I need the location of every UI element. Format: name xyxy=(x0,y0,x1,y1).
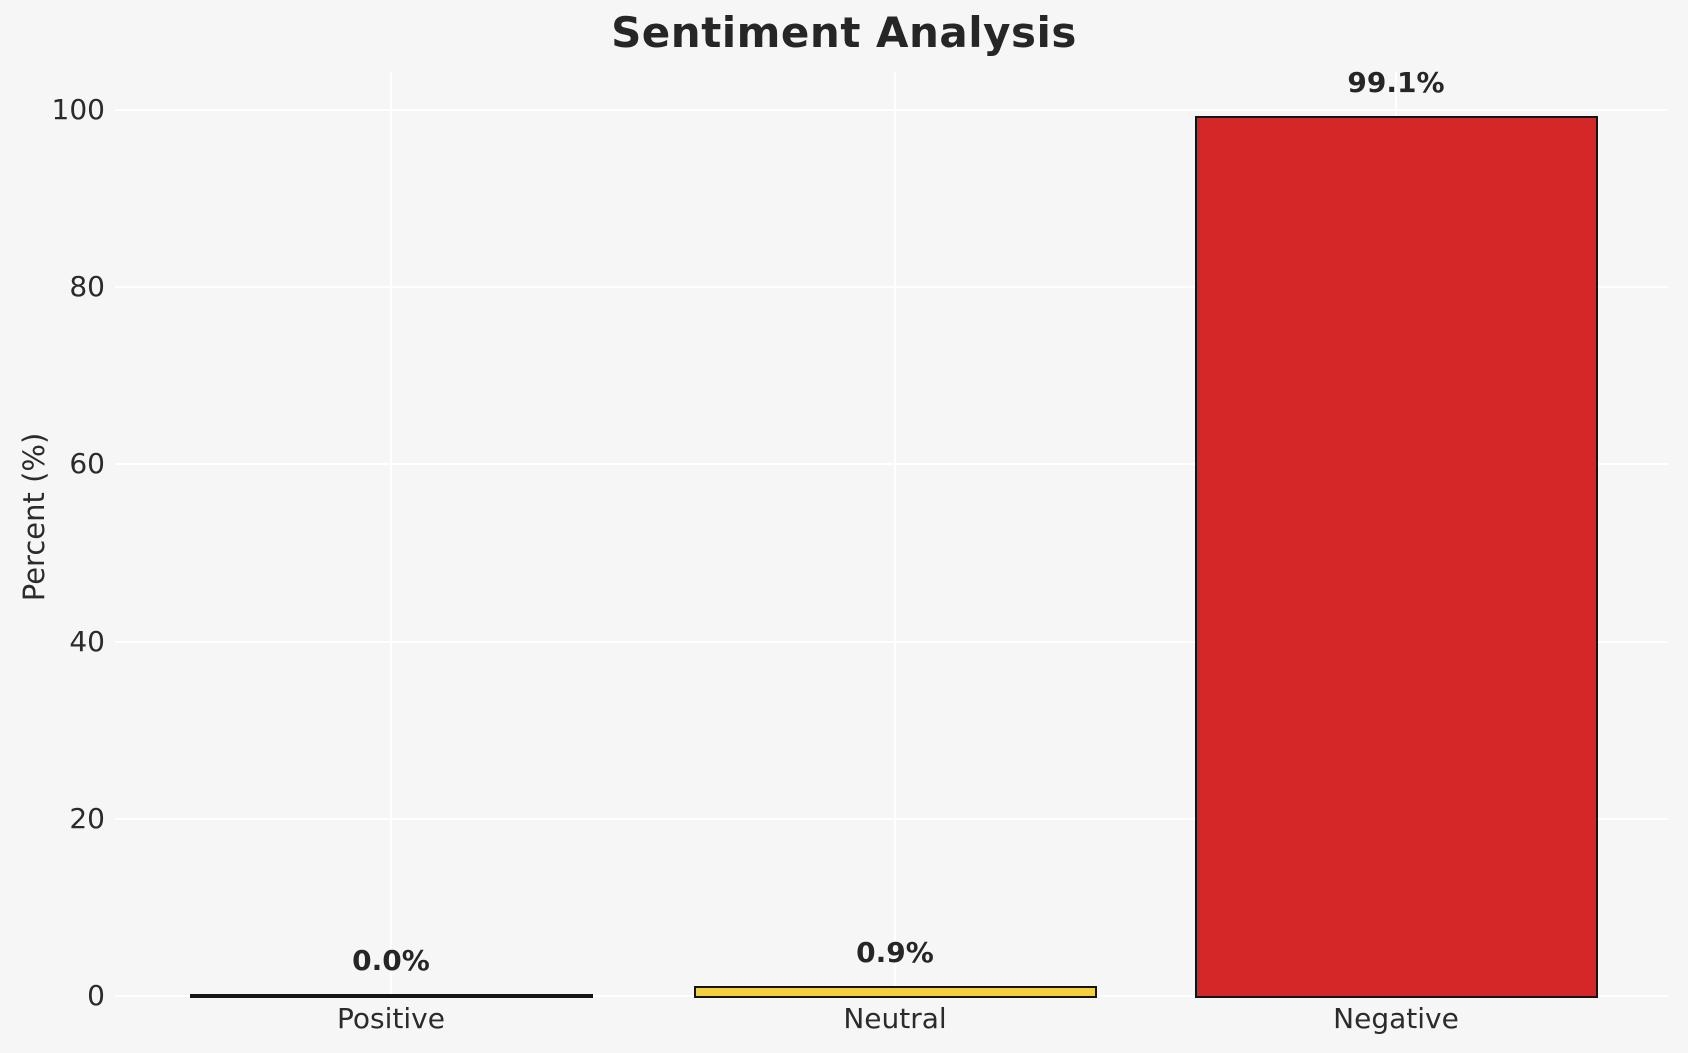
chart-title: Sentiment Analysis xyxy=(611,8,1077,57)
y-tick-label: 20 xyxy=(69,801,105,835)
y-tick-label: 100 xyxy=(51,93,105,126)
gridline-horizontal xyxy=(115,640,1668,643)
y-tick-label: 40 xyxy=(69,624,105,658)
gridline-vertical xyxy=(390,72,392,996)
value-label-positive: 0.0% xyxy=(352,944,430,977)
x-tick-label-negative: Negative xyxy=(1333,1002,1459,1035)
gridline-horizontal xyxy=(115,817,1668,820)
bar-negative xyxy=(1194,116,1598,998)
gridline-horizontal xyxy=(115,286,1668,289)
x-tick-label-positive: Positive xyxy=(337,1002,445,1035)
value-label-negative: 99.1% xyxy=(1347,66,1445,99)
y-tick-label: 60 xyxy=(69,447,105,481)
gridline-horizontal xyxy=(115,463,1668,466)
bar-positive xyxy=(189,994,593,998)
value-label-neutral: 0.9% xyxy=(856,936,934,969)
gridline-vertical xyxy=(894,72,896,996)
gridline-horizontal xyxy=(115,109,1668,111)
y-tick-label: 0 xyxy=(87,979,105,1012)
bar-neutral xyxy=(693,986,1097,998)
y-tick-label: 80 xyxy=(69,270,105,304)
x-tick-label-neutral: Neutral xyxy=(843,1002,947,1035)
